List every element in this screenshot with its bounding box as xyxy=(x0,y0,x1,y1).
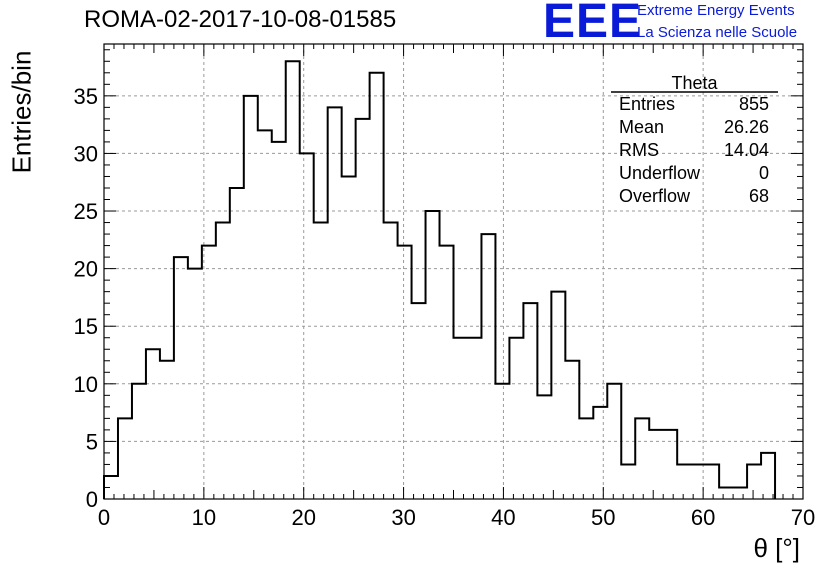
histogram-bin xyxy=(565,361,579,499)
histogram-title: ROMA-02-2017-10-08-01585 xyxy=(84,6,397,33)
y-tick-label: 35 xyxy=(74,84,98,109)
y-tick-label: 0 xyxy=(86,487,98,512)
histogram-bin xyxy=(300,153,314,499)
x-tick-label: 50 xyxy=(591,505,615,530)
grid-lines xyxy=(104,44,803,499)
stats-title: Theta xyxy=(671,73,718,93)
histogram-bin xyxy=(705,464,719,499)
y-tick-label: 25 xyxy=(74,199,98,224)
x-tick-label: 0 xyxy=(98,505,110,530)
logo-tagline-1: Extreme Energy Events xyxy=(637,2,795,19)
y-tick-label: 15 xyxy=(74,314,98,339)
stats-value: 26.26 xyxy=(724,117,769,137)
stats-value: 855 xyxy=(739,94,769,114)
histogram-bin xyxy=(216,223,230,499)
histogram-bin xyxy=(719,487,733,499)
histogram-bin xyxy=(551,292,565,499)
x-tick-label: 20 xyxy=(291,505,315,530)
histogram-bin xyxy=(384,223,398,499)
axes: 0 10 20 30 40 50 60 70 0 5 10 15 20 25 30 35 xyxy=(74,43,815,530)
y-tick-label: 30 xyxy=(74,141,98,166)
x-tick-label: 60 xyxy=(691,505,715,530)
histogram-bin xyxy=(663,430,677,499)
histogram-bin xyxy=(356,119,370,499)
histogram-bin xyxy=(328,107,342,499)
histogram-bin xyxy=(258,130,272,499)
histogram-bin xyxy=(454,338,468,499)
histogram-bin xyxy=(761,453,775,499)
histogram-bars xyxy=(103,60,777,499)
histogram-bin xyxy=(230,188,244,499)
y-tick-label: 5 xyxy=(86,429,98,454)
histogram-bin xyxy=(677,464,691,499)
histogram-bin xyxy=(440,246,454,499)
stats-label: Overflow xyxy=(619,186,691,206)
histogram-bin xyxy=(398,246,412,499)
y-tick-label: 10 xyxy=(74,372,98,397)
stats-value: 0 xyxy=(759,163,769,183)
eee-logo: EEE xyxy=(543,0,643,48)
histogram-bin xyxy=(244,96,258,499)
histogram-bin xyxy=(314,223,328,499)
histogram-bin xyxy=(481,234,495,499)
histogram-bin xyxy=(467,338,481,499)
stats-label: Entries xyxy=(619,94,675,114)
y-tick-label: 20 xyxy=(74,257,98,282)
histogram-bin xyxy=(272,142,286,499)
histogram-outline xyxy=(103,60,777,499)
x-tick-label: 40 xyxy=(491,505,515,530)
histogram-bin xyxy=(509,338,523,499)
x-axis-label: θ [°] xyxy=(753,533,800,563)
x-tick-label: 30 xyxy=(391,505,415,530)
histogram-bin xyxy=(286,61,300,499)
histogram-bin xyxy=(426,211,440,499)
histogram-bin xyxy=(635,418,649,499)
histogram-bin xyxy=(146,349,160,499)
logo-tagline-2: La Scienza nelle Scuole xyxy=(637,24,798,41)
histogram-bin xyxy=(537,395,551,499)
histogram-bin xyxy=(118,418,132,499)
histogram-bin xyxy=(593,407,607,499)
histogram-bin xyxy=(174,257,188,499)
histogram-bin xyxy=(649,430,663,499)
x-tick-label: 70 xyxy=(791,505,815,530)
stats-label: RMS xyxy=(619,140,659,160)
histogram-bin xyxy=(621,464,635,499)
histogram-bin xyxy=(370,73,384,499)
stats-label: Underflow xyxy=(619,163,701,183)
histogram-bin xyxy=(342,176,356,499)
stats-value: 14.04 xyxy=(724,140,769,160)
histogram-bin xyxy=(160,361,174,499)
stats-value: 68 xyxy=(749,186,769,206)
stats-label: Mean xyxy=(619,117,664,137)
histogram-bin xyxy=(747,464,761,499)
histogram-bin xyxy=(412,303,426,499)
histogram-bin xyxy=(523,303,537,499)
histogram-bin xyxy=(733,487,747,499)
histogram-bin xyxy=(579,418,593,499)
x-tick-label: 10 xyxy=(192,505,216,530)
